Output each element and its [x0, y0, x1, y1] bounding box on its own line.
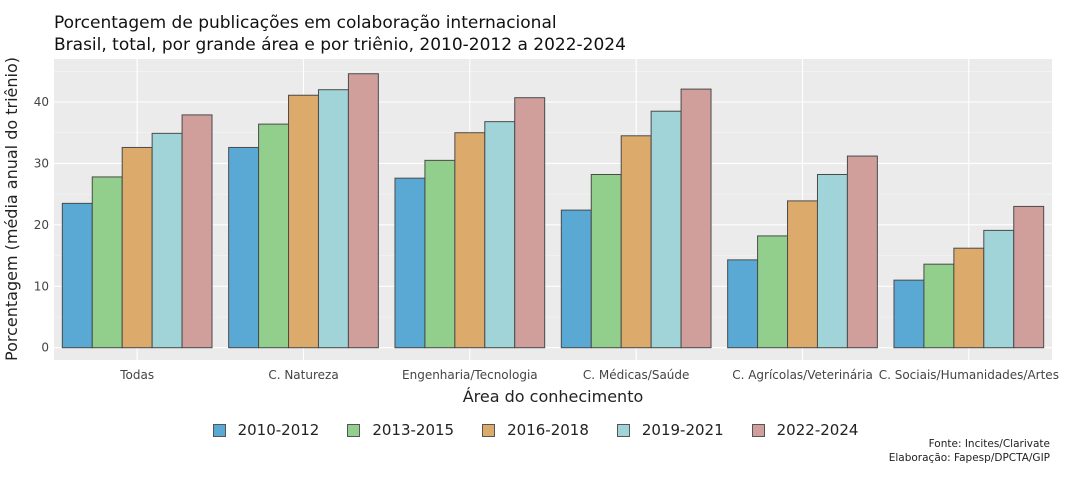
chart-subtitle: Brasil, total, por grande área e por tri… [54, 35, 626, 55]
x-tick-label: Engenharia/Tecnologia [402, 368, 538, 382]
legend-swatch [751, 423, 765, 437]
legend-swatch [616, 423, 630, 437]
legend-item: 2013-2015 [347, 421, 454, 439]
y-tick-label: 30 [34, 156, 49, 170]
bar [983, 229, 1015, 349]
bar [424, 159, 456, 349]
y-axis-title: Porcentagem (média anual do triênio) [2, 57, 21, 361]
bar [151, 132, 183, 349]
x-tick-label: C. Sociais/Humanidades/Artes [879, 368, 1059, 382]
footer: Fonte: Incites/Clarivate Elaboração: Fap… [889, 437, 1050, 465]
legend-item: 2016-2018 [482, 421, 589, 439]
legend-label: 2019-2021 [641, 421, 724, 439]
bar [1013, 205, 1045, 349]
legend-label: 2010-2012 [237, 421, 320, 439]
bar [590, 173, 622, 349]
bar [846, 155, 878, 349]
y-tick-label: 0 [41, 341, 49, 355]
chart-title-line1: Porcentagem de publicações em colaboraçã… [54, 13, 557, 33]
bar [680, 88, 712, 349]
y-tick-label: 10 [34, 279, 49, 293]
bar [181, 114, 213, 349]
credit-note: Elaboração: Fapesp/DPCTA/GIP [888, 452, 1050, 464]
x-tick-label: C. Médicas/Saúde [583, 368, 690, 382]
bar [347, 73, 379, 349]
bar [816, 173, 848, 349]
bar [560, 209, 592, 349]
x-tick-label: C. Natureza [268, 368, 338, 382]
legend-swatch [212, 423, 226, 437]
legend-swatch [347, 423, 361, 437]
bar [514, 97, 546, 349]
plot-background [54, 59, 1052, 360]
bar [727, 259, 759, 349]
legend-label: 2022-2024 [776, 421, 859, 439]
legend-item: 2022-2024 [751, 421, 859, 439]
bar [454, 132, 486, 349]
legend-item: 2019-2021 [616, 421, 724, 439]
bar [923, 263, 955, 349]
bar [757, 235, 789, 349]
y-tick-label: 20 [34, 218, 49, 232]
bar [650, 110, 682, 349]
chart-title: Porcentagem de publicações em colaboraçã… [54, 12, 626, 56]
bar [787, 200, 818, 349]
legend-swatch [482, 423, 496, 437]
bar [258, 123, 290, 349]
legend-label: 2016-2018 [507, 421, 589, 439]
bar [953, 247, 985, 349]
bar [893, 279, 925, 349]
bar [288, 94, 319, 349]
x-tick-label: Todas [119, 368, 154, 382]
bar [620, 135, 652, 349]
bar [394, 177, 426, 349]
bar [91, 176, 123, 349]
bar [228, 146, 260, 349]
bar [61, 202, 93, 349]
x-axis-ticks: Todas C. Natureza Engenharia/Tecnologia C. … [119, 368, 1059, 382]
bar [317, 89, 349, 349]
legend-label: 2013-2015 [372, 421, 455, 439]
x-axis-title: Área do conhecimento [463, 387, 644, 406]
source-note: Fonte: Incites/Clarivate [928, 438, 1050, 450]
legend-item: 2010-2012 [212, 421, 320, 439]
legend: 2010-2012 2013-2015 2016-2018 2019-2021 2022… [0, 421, 1071, 439]
x-tick-label: C. Agrícolas/Veterinária [732, 368, 873, 382]
bar [121, 146, 153, 349]
bar [484, 121, 516, 349]
bars [61, 73, 1045, 349]
bar-chart: 0 10 20 30 40 Todas C. Natureza Engenharia/Tec… [2, 57, 1059, 406]
y-tick-label: 40 [34, 95, 49, 109]
y-axis-ticks: 0 10 20 30 40 [34, 95, 49, 355]
